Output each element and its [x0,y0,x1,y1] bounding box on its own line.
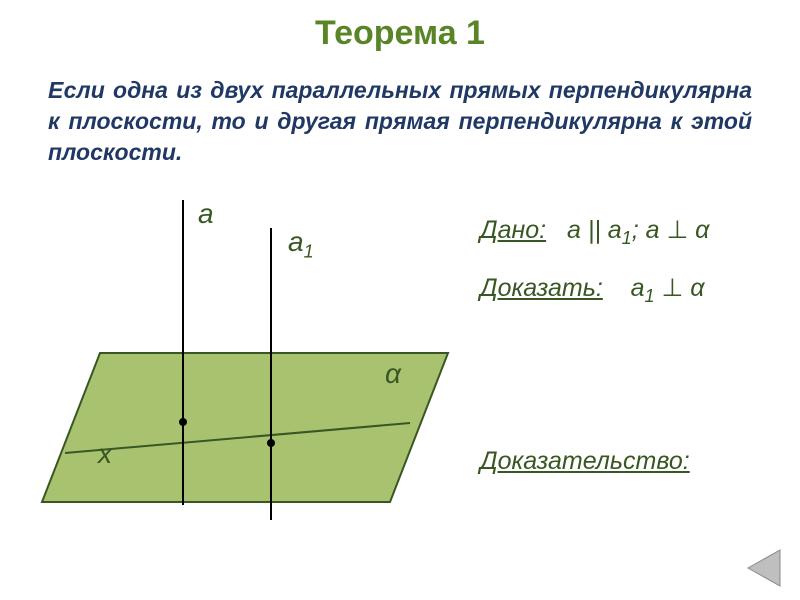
label-a1: a1 [288,226,314,263]
prove-label: Доказать: [480,274,603,302]
given-label: Дано: [480,216,546,244]
back-button[interactable] [744,548,784,588]
proof-text-block: Дано: a || a1; a ⊥ α Доказать: a1 ⊥ α До… [480,215,780,476]
theorem-title: Теорема 1 [0,0,800,53]
slide: Теорема 1 Если одна из двух параллельных… [0,0,800,600]
prove-line: Доказать: a1 ⊥ α [480,273,780,307]
point-a1-intersect [267,439,275,447]
point-a-intersect [179,418,187,426]
theorem-statement: Если одна из двух параллельных прямых пе… [0,53,800,178]
line-a1 [270,228,272,520]
label-a: a [198,198,214,230]
triangle-left-icon [744,548,784,588]
label-x: x [98,438,112,470]
given-line: Дано: a || a1; a ⊥ α [480,215,780,249]
geometry-diagram: a a1 x α [40,200,460,550]
proof-label: Доказательство: [480,447,780,476]
line-a [182,200,184,505]
label-alpha: α [385,358,401,390]
